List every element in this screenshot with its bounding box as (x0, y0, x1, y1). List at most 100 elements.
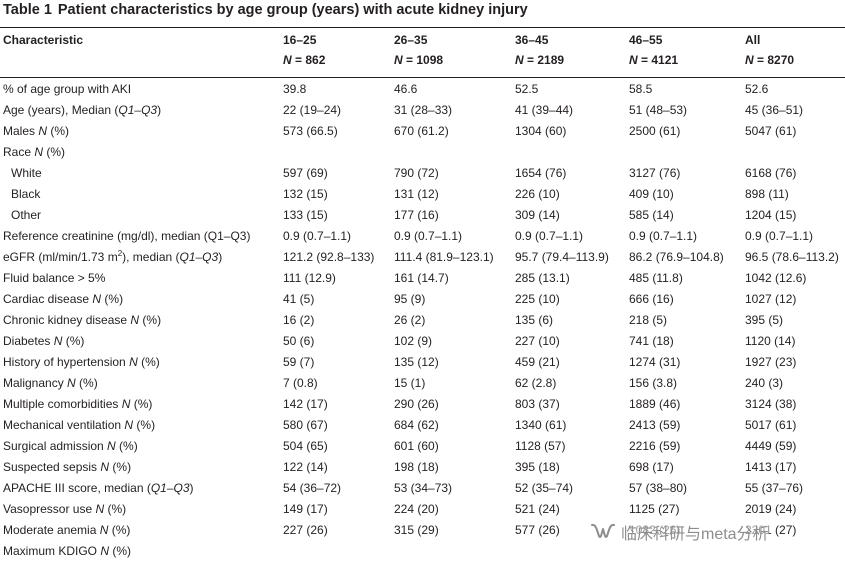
cell-26-35: 290 (26) (394, 397, 439, 411)
row-label-italic: N (124, 418, 134, 432)
row-label: Suspected sepsis N (%) (0, 457, 283, 478)
cell-46-55: 409 (10) (629, 187, 674, 201)
cell-26-35 (394, 142, 515, 163)
col-n-16-25: N = 862 (283, 50, 394, 70)
col-header-characteristic: Characteristic (3, 33, 84, 47)
row-label: Surgical admission N (%) (0, 436, 283, 457)
col-header-26-35: 26–35 (394, 33, 428, 47)
cell-all: 240 (3) (745, 376, 784, 390)
cell-26-35: 670 (61.2) (394, 124, 449, 138)
cell-26-35: 26 (2) (394, 313, 426, 327)
cell-36-45: 226 (10) (515, 187, 560, 201)
table-row: Surgical admission N (%) 504 (65) 601 (60)… (0, 436, 845, 457)
cell-all: 1413 (17) (745, 460, 797, 474)
watermark: 临床科研与meta分析 (590, 520, 769, 544)
row-label-text: Diabetes (3, 334, 54, 348)
row-label-italic: N (107, 439, 116, 453)
row-label: Moderate anemia N (%) (0, 520, 283, 541)
cell-all: 1927 (23) (745, 355, 797, 369)
cell-46-55: 741 (18) (629, 334, 674, 348)
table-row: Cardiac disease N (%) 41 (5) 95 (9) 225 (10… (0, 289, 845, 310)
table-row: % of age group with AKI 39.8 46.6 52.5 58.5 5… (0, 79, 845, 100)
cell-16-25: 7 (0.8) (283, 376, 318, 390)
cell-16-25 (283, 541, 394, 562)
cell-all: 96.5 (78.6–113.2) (745, 250, 839, 264)
row-label-text: Malignancy (3, 376, 68, 390)
table-header: Characteristic 16–25 26–35 36–45 46–55 A… (0, 30, 845, 76)
row-label-text: Multiple comorbidities (3, 397, 122, 411)
row-label-text: (%) (133, 418, 156, 432)
row-label-italic: N (67, 376, 76, 390)
row-label-text: Suspected sepsis (3, 460, 101, 474)
cell-36-45: 225 (10) (515, 292, 560, 306)
cell-16-25: 16 (2) (283, 313, 315, 327)
row-label: APACHE III score, median (Q1–Q3) (0, 478, 283, 499)
row-label-text: (%) (43, 145, 66, 159)
cell-46-55: 2413 (59) (629, 418, 681, 432)
row-label-italic: N (95, 502, 105, 516)
cell-all: 6168 (76) (745, 166, 797, 180)
cell-16-25: 133 (15) (283, 208, 328, 222)
cell-36-45: 395 (18) (515, 460, 560, 474)
cell-16-25: 227 (26) (283, 523, 328, 537)
cell-26-35: 15 (1) (394, 376, 426, 390)
row-label-text: eGFR (ml/min/1.73 m (3, 250, 118, 264)
cell-all: 52.6 (745, 82, 769, 96)
cell-all: 395 (5) (745, 313, 784, 327)
row-label-text: ) (218, 250, 223, 264)
cell-26-35: 0.9 (0.7–1.1) (394, 229, 463, 243)
row-label: % of age group with AKI (0, 79, 283, 100)
cell-16-25: 142 (17) (283, 397, 328, 411)
row-label-text: (%) (101, 292, 124, 306)
cell-16-25: 580 (67) (283, 418, 328, 432)
cell-26-35: 135 (12) (394, 355, 439, 369)
col-n-36-45: N = 2189 (515, 50, 629, 70)
row-label-text: Vasopressor use (3, 502, 96, 516)
cell-26-35 (394, 541, 515, 562)
cell-26-35: 31 (28–33) (394, 103, 453, 117)
table-row: Other 133 (15) 177 (16) 309 (14) 585 (14) 120… (0, 205, 845, 226)
cell-36-45: 52.5 (515, 82, 539, 96)
table-row: Age (years), Median (Q1–Q3) 22 (19–24) 31 … (0, 100, 845, 121)
cell-46-55: 2216 (59) (629, 439, 681, 453)
row-label-text: Black (11, 187, 41, 201)
row-label: eGFR (ml/min/1.73 m2), median (Q1–Q3) (0, 247, 283, 268)
cell-all: 1120 (14) (745, 334, 796, 348)
cell-16-25: 59 (7) (283, 355, 315, 369)
cell-all: 1204 (15) (745, 208, 797, 222)
watermark-text: 临床科研与meta分析 (621, 526, 769, 543)
row-label-text: Mechanical ventilation (3, 418, 125, 432)
table-caption: Table 1 Patient characteristics by age gr… (3, 2, 528, 18)
cell-36-45: 1654 (76) (515, 166, 567, 180)
row-label-italic: N (38, 124, 48, 138)
n-symbol: N (283, 53, 292, 67)
row-label-text: (%) (47, 124, 70, 138)
row-label-italic: Q1–Q3 (179, 250, 219, 264)
table-row: Mechanical ventilation N (%) 580 (67) 684 … (0, 415, 845, 436)
col-n-46-55: N = 4121 (629, 50, 745, 70)
cell-36-45: 0.9 (0.7–1.1) (515, 229, 584, 243)
table-row: Chronic kidney disease N (%) 16 (2) 26 (2)… (0, 310, 845, 331)
cell-all: 55 (37–76) (745, 481, 804, 495)
cell-46-55: 1889 (46) (629, 397, 681, 411)
table-row: Diabetes N (%) 50 (6) 102 (9) 227 (10) 741 (… (0, 331, 845, 352)
n-value: = 2189 (523, 53, 565, 67)
row-label-text: (%) (130, 397, 153, 411)
cell-all: 45 (36–51) (745, 103, 804, 117)
patient-characteristics-table: Characteristic 16–25 26–35 36–45 46–55 A… (0, 30, 845, 562)
cell-36-45: 227 (10) (515, 334, 560, 348)
row-label-italic: N (53, 334, 63, 348)
cell-all: 2019 (24) (745, 502, 797, 516)
row-label-text: Cardiac disease (3, 292, 93, 306)
cell-46-55: 1274 (31) (629, 355, 681, 369)
cell-all: 1027 (12) (745, 292, 797, 306)
cell-16-25: 573 (66.5) (283, 124, 338, 138)
cell-16-25: 132 (15) (283, 187, 328, 201)
cell-36-45: 1128 (57) (515, 439, 566, 453)
cell-26-35: 224 (20) (394, 502, 439, 516)
row-label: History of hypertension N (%) (0, 352, 283, 373)
row-label: Mechanical ventilation N (%) (0, 415, 283, 436)
table-row: eGFR (ml/min/1.73 m2), median (Q1–Q3) 121… (0, 247, 845, 268)
cell-all (745, 541, 845, 562)
